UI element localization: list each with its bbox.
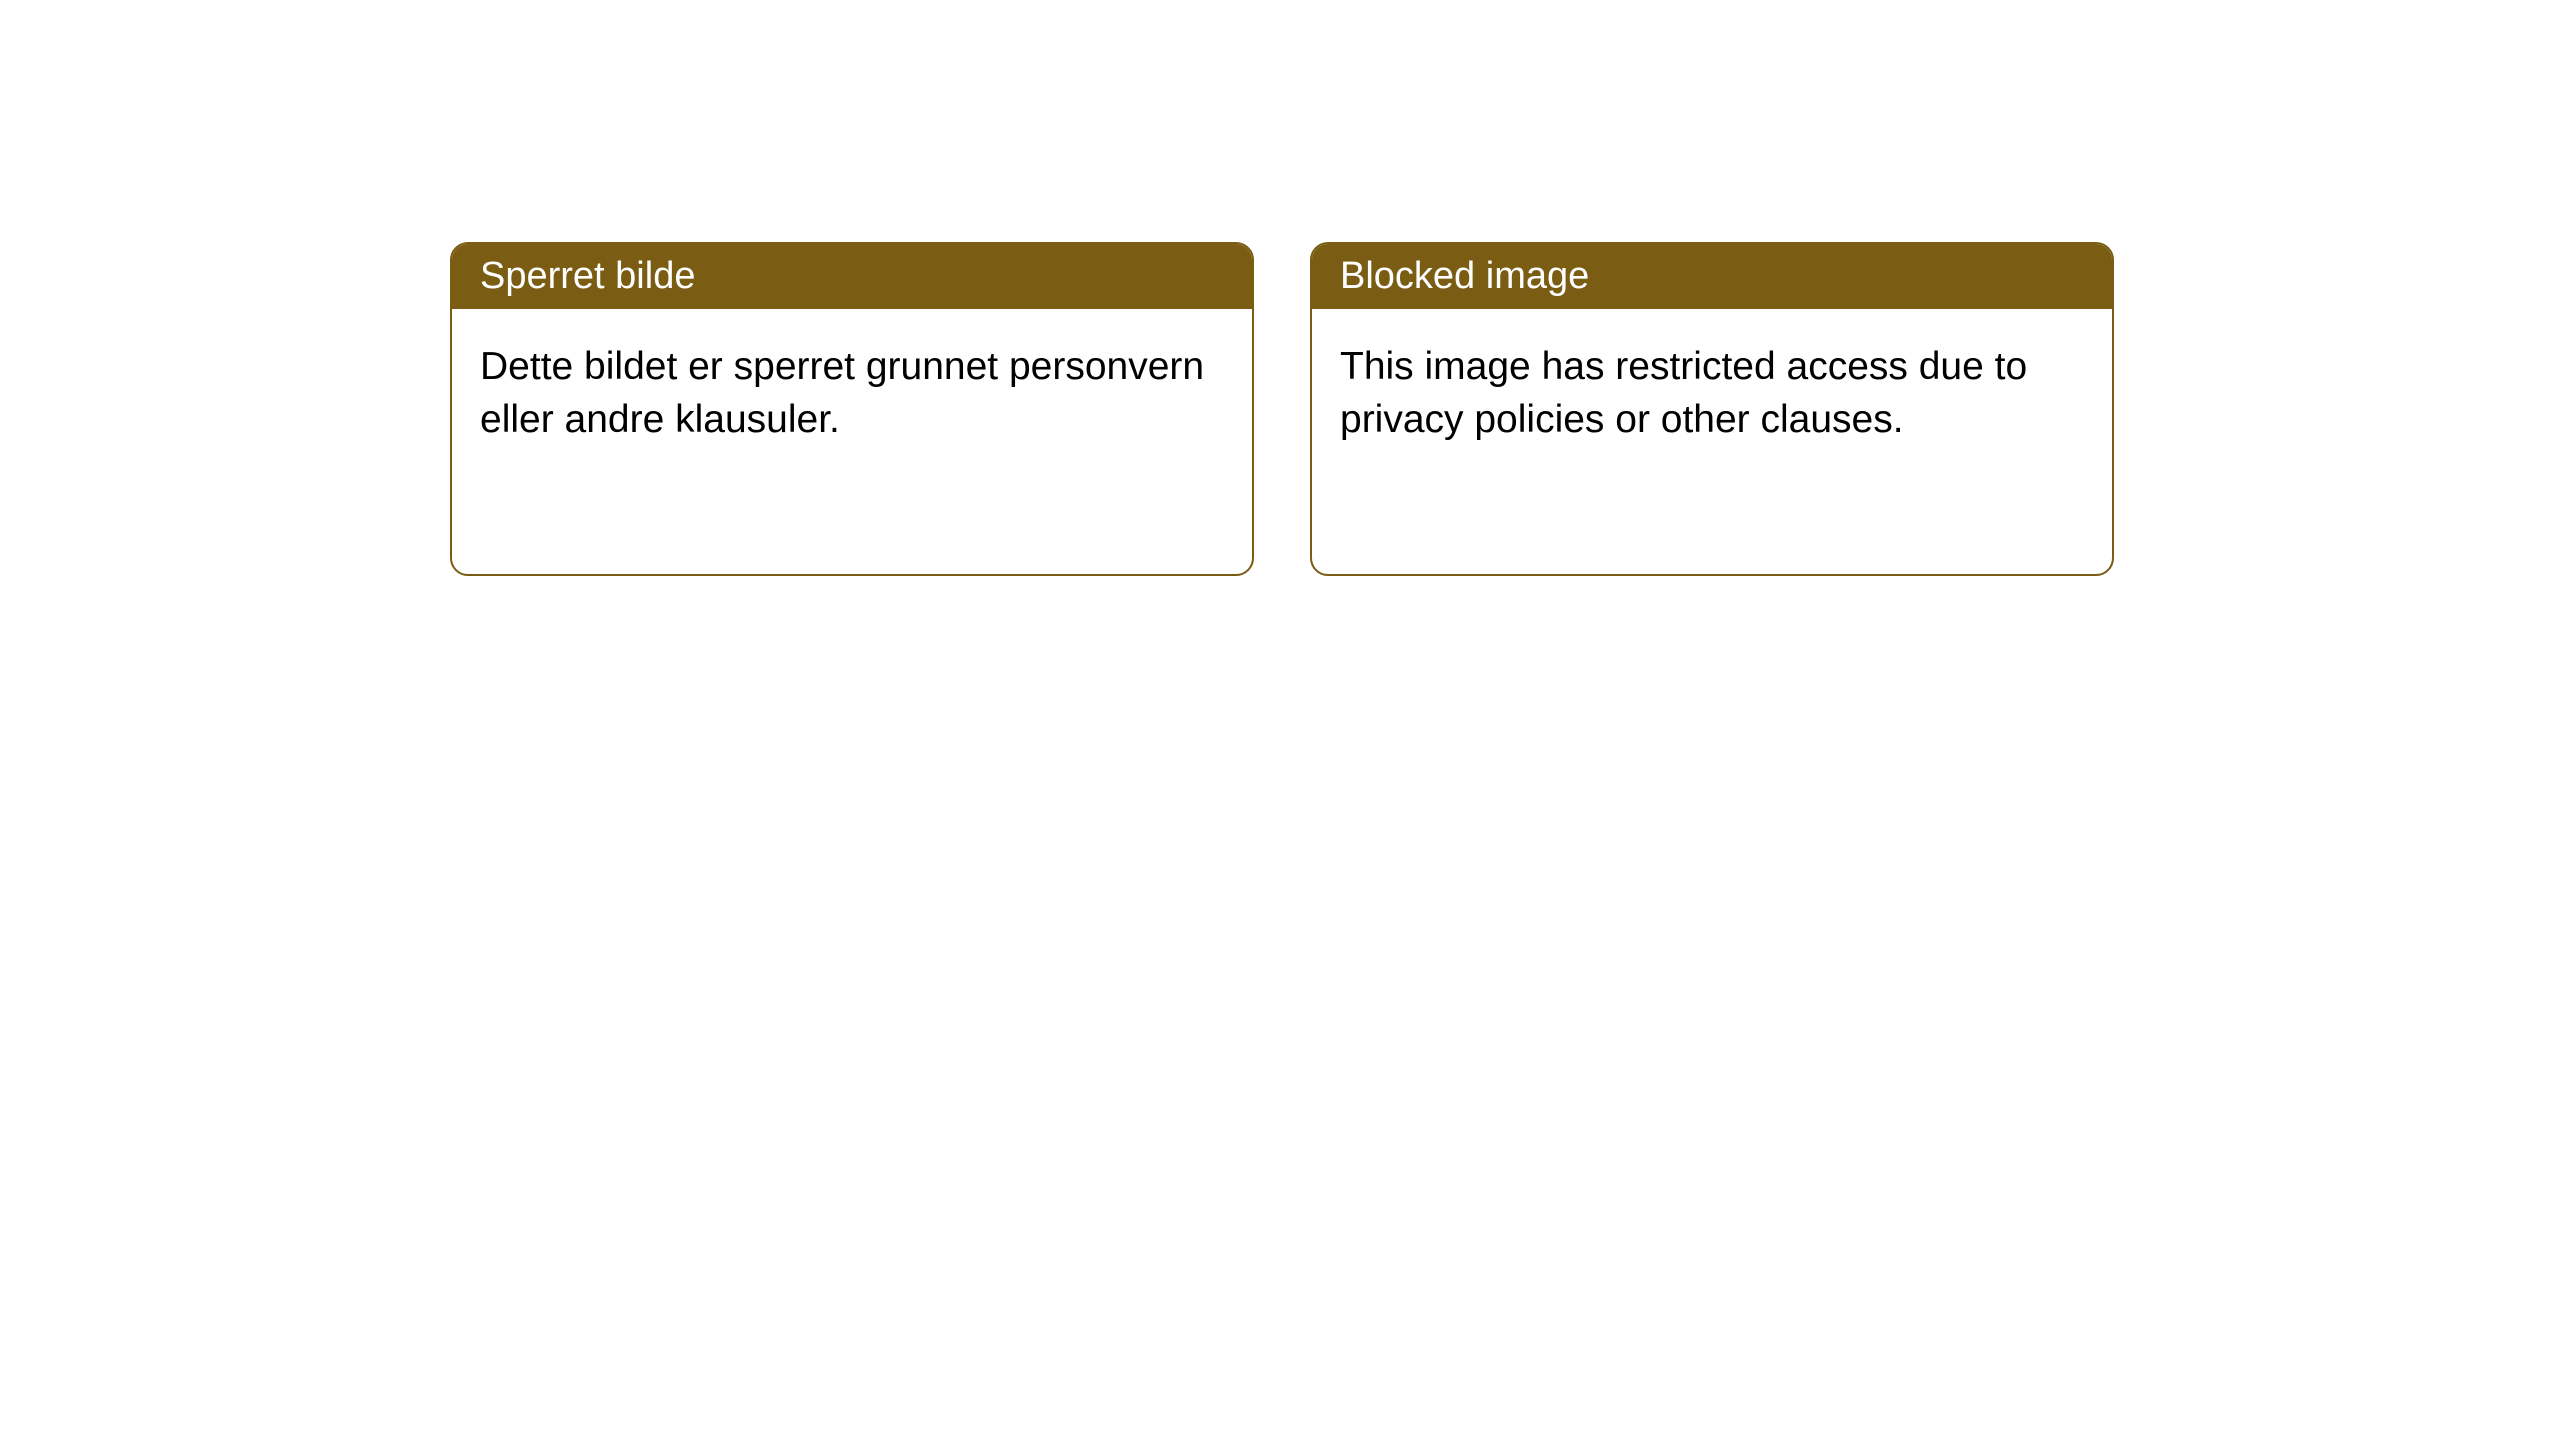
blocked-image-notice-en: Blocked image This image has restricted … [1310,242,2114,576]
notice-cards-container: Sperret bilde Dette bildet er sperret gr… [450,242,2114,576]
card-title: Sperret bilde [480,255,695,297]
card-message: Dette bildet er sperret grunnet personve… [480,345,1204,441]
card-body: This image has restricted access due to … [1312,309,2112,478]
card-message: This image has restricted access due to … [1340,345,2027,441]
card-body: Dette bildet er sperret grunnet personve… [452,309,1252,478]
card-title: Blocked image [1340,255,1589,297]
card-header: Blocked image [1312,244,2112,309]
blocked-image-notice-no: Sperret bilde Dette bildet er sperret gr… [450,242,1254,576]
card-header: Sperret bilde [452,244,1252,309]
